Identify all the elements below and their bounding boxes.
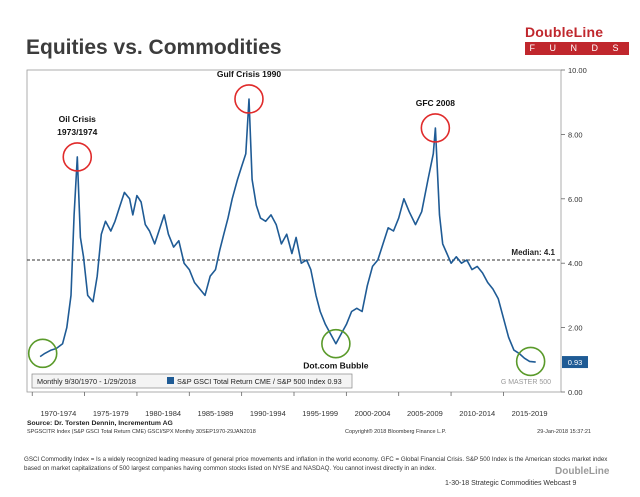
annotation-label: 1973/1974 xyxy=(57,127,97,137)
page-title: Equities vs. Commodities xyxy=(26,36,282,59)
green-annotation-ring xyxy=(321,328,351,359)
annotation-label: Oil Crisis xyxy=(59,114,97,124)
last-value-tag xyxy=(562,356,588,369)
logo-sub: F U N D S xyxy=(525,42,629,55)
y-tick-label: 4.00 xyxy=(568,259,583,268)
legend-range: Monthly 9/30/1970 - 1/29/2018 xyxy=(37,377,136,386)
source-line: Source: Dr. Torsten Dennin, Incrementum … xyxy=(27,420,173,427)
footer-logo: DoubleLine xyxy=(555,466,610,477)
last-value-label: 0.93 xyxy=(568,358,583,367)
x-tick-label: 2000-2004 xyxy=(355,409,391,418)
x-tick-label: 1995-1999 xyxy=(302,409,338,418)
red-annotation-ring xyxy=(234,84,264,114)
logo-brand: DoubleLine xyxy=(525,24,604,40)
x-tick-label: 1980-1984 xyxy=(145,409,181,418)
x-tick-label: 2015-2019 xyxy=(512,409,548,418)
red-annotation-ring xyxy=(62,142,93,172)
footer-webcast-line: 1-30-18 Strategic Commodities Webcast 9 xyxy=(445,480,577,487)
plot-frame xyxy=(26,69,562,393)
ratio-chart: 0.00 2.00 4.00 6.00 8.00 10.00 1970-1974 1975-1… xyxy=(26,66,591,435)
legend-entry: S&P GSCI Total Return CME / S&P 500 Inde… xyxy=(177,377,342,386)
x-tick-label: 1990-1994 xyxy=(250,409,286,418)
legend-box xyxy=(31,373,353,389)
legend-swatch xyxy=(167,377,174,384)
x-tick-label: 2010-2014 xyxy=(459,409,495,418)
y-tick-label: 0.00 xyxy=(568,388,583,397)
doubleline-logo: DoubleLine F U N D S xyxy=(525,24,629,62)
green-annotation-ring xyxy=(27,338,58,369)
x-tick-label: 1985-1989 xyxy=(198,409,234,418)
red-annotation-ring xyxy=(420,113,451,143)
green-annotation-ring xyxy=(515,346,546,377)
y-tick-label: 10.00 xyxy=(568,66,587,75)
y-tick-label: 6.00 xyxy=(568,195,583,204)
annotation-label: Dot.com Bubble xyxy=(303,361,368,371)
meta-right: 29-Jan-2018 15:37:21 xyxy=(537,429,591,435)
watermark: G MASTER 500 xyxy=(501,379,551,386)
x-tick-label: 1975-1979 xyxy=(93,409,129,418)
meta-left: SPGSCITR Index (S&P GSCI Total Return CM… xyxy=(27,429,256,435)
x-tick-label: 1970-1974 xyxy=(40,409,76,418)
x-tick-label: 2005-2009 xyxy=(407,409,443,418)
median-label: Median: 4.1 xyxy=(511,248,555,257)
annotation-label: GFC 2008 xyxy=(416,98,455,108)
y-tick-label: 2.00 xyxy=(568,324,583,333)
series-line xyxy=(39,98,536,363)
y-tick-label: 8.00 xyxy=(568,130,583,139)
meta-mid: Copyright® 2018 Bloomberg Finance L.P. xyxy=(345,428,447,435)
footer-note: GSCI Commodity Index = Is a widely recog… xyxy=(24,456,608,472)
annotation-label: Gulf Crisis 1990 xyxy=(217,69,282,79)
